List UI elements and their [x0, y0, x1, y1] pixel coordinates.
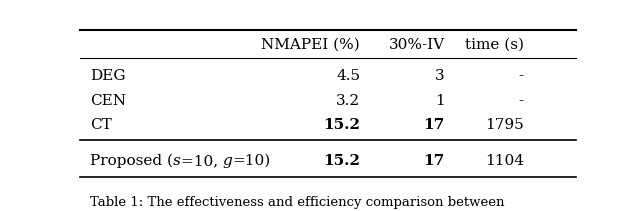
Text: s: s [173, 154, 180, 168]
Text: -: - [519, 94, 524, 108]
Text: time (s): time (s) [465, 38, 524, 52]
Text: 17: 17 [423, 154, 445, 168]
Text: =10,: =10, [180, 154, 223, 168]
Text: Proposed (: Proposed ( [90, 154, 173, 168]
Text: -: - [519, 69, 524, 84]
Text: 15.2: 15.2 [323, 154, 360, 168]
Text: =10): =10) [232, 154, 271, 168]
Text: 30%-IV: 30%-IV [388, 38, 445, 52]
Text: 3.2: 3.2 [336, 94, 360, 108]
Text: 1795: 1795 [485, 118, 524, 132]
Text: 3: 3 [435, 69, 445, 84]
Text: 1104: 1104 [485, 154, 524, 168]
Text: g: g [223, 154, 232, 168]
Text: 17: 17 [423, 118, 445, 132]
Text: Table 1: The effectiveness and efficiency comparison between: Table 1: The effectiveness and efficienc… [90, 196, 504, 209]
Text: CEN: CEN [90, 94, 126, 108]
Text: 4.5: 4.5 [336, 69, 360, 84]
Text: DEG: DEG [90, 69, 125, 84]
Text: 15.2: 15.2 [323, 118, 360, 132]
Text: 1: 1 [435, 94, 445, 108]
Text: NMAPEI (%): NMAPEI (%) [262, 38, 360, 52]
Text: CT: CT [90, 118, 111, 132]
